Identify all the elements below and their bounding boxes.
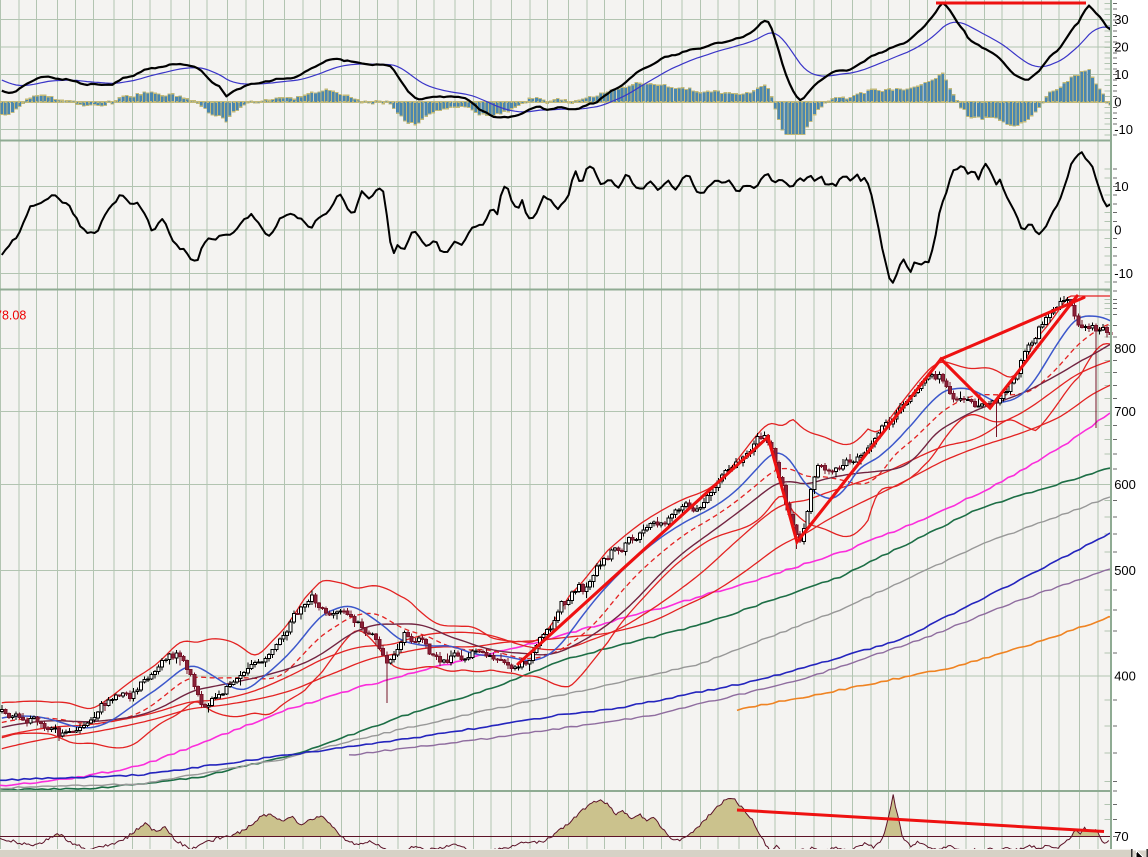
svg-text:0: 0 bbox=[1114, 223, 1121, 238]
svg-text:400: 400 bbox=[1114, 669, 1136, 684]
svg-text:70: 70 bbox=[1114, 829, 1128, 844]
svg-text:-10: -10 bbox=[1114, 122, 1133, 137]
svg-text:10: 10 bbox=[1114, 67, 1128, 82]
svg-text:600: 600 bbox=[1114, 477, 1136, 492]
svg-text:800: 800 bbox=[1114, 341, 1136, 356]
svg-text:0: 0 bbox=[1114, 95, 1121, 110]
svg-text:700: 700 bbox=[1114, 404, 1136, 419]
svg-text:20: 20 bbox=[1114, 40, 1128, 55]
svg-text:30: 30 bbox=[1114, 12, 1128, 27]
svg-text:78.08: 78.08 bbox=[0, 309, 26, 323]
svg-text:500: 500 bbox=[1114, 563, 1136, 578]
svg-text:10: 10 bbox=[1114, 179, 1128, 194]
svg-text:-10: -10 bbox=[1114, 266, 1133, 281]
